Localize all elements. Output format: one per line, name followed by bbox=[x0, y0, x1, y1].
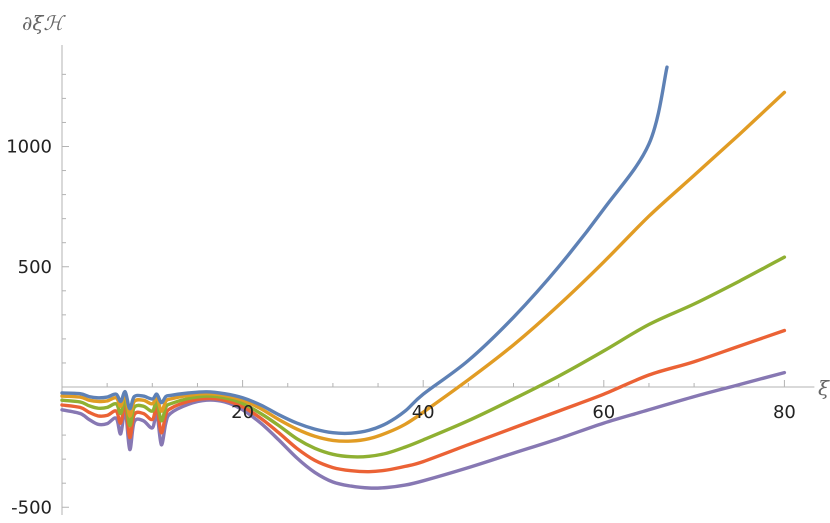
series-group bbox=[60, 65, 787, 490]
y-axis-title: ∂ξℋ bbox=[22, 11, 66, 35]
series-line-4 bbox=[60, 328, 787, 474]
series-line-1 bbox=[60, 65, 669, 436]
series-line-5 bbox=[60, 370, 787, 490]
y-tick-label: 1000 bbox=[6, 137, 52, 158]
x-tick-label: 80 bbox=[773, 402, 796, 423]
tick-labels: 20 40 60 80 -500 500 1000 bbox=[6, 137, 796, 519]
axes bbox=[61, 45, 815, 515]
series-line-2 bbox=[60, 90, 787, 443]
tick-marks bbox=[62, 73, 785, 508]
x-tick-label: 60 bbox=[592, 402, 615, 423]
x-tick-label: 40 bbox=[412, 402, 435, 423]
x-tick-label: 20 bbox=[231, 402, 254, 423]
y-tick-label: 500 bbox=[18, 257, 52, 278]
x-axis-title: ξ bbox=[818, 376, 830, 400]
series-line-3 bbox=[60, 255, 787, 459]
y-tick-label: -500 bbox=[11, 497, 52, 518]
